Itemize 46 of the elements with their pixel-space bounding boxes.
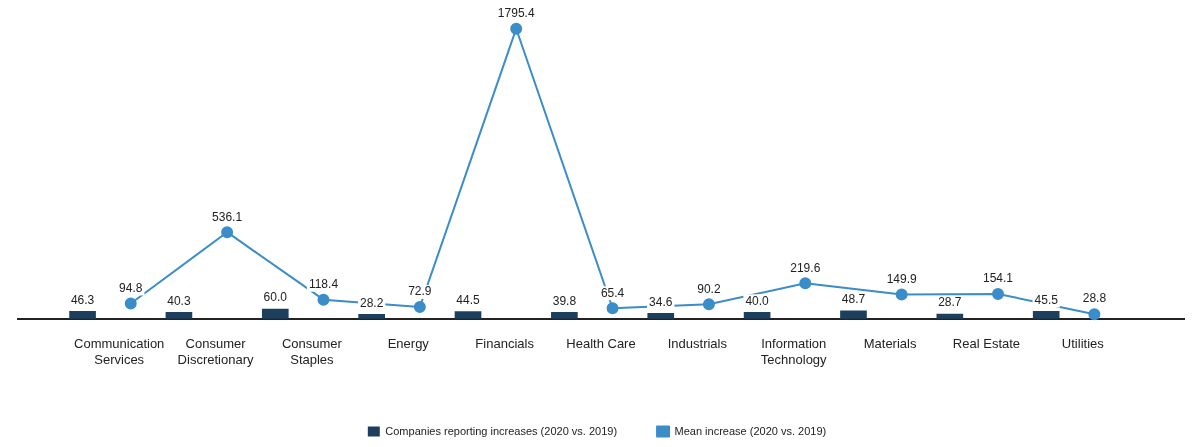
legend-label: Companies reporting increases (2020 vs. 2019) — [385, 424, 618, 437]
data-label: 154.1 — [983, 271, 1014, 286]
legend-label: Mean increase (2020 vs. 2019) — [674, 424, 827, 437]
data-label: 40.3 — [167, 293, 191, 308]
point — [413, 301, 426, 314]
data-label: 34.6 — [649, 294, 673, 309]
point — [1088, 308, 1101, 321]
data-label: 46.3 — [70, 292, 95, 307]
data-label: 219.6 — [790, 260, 821, 275]
data-label: 65.4 — [600, 285, 625, 300]
data-label: 60.0 — [263, 290, 288, 305]
x-tick-label: Materials — [863, 336, 917, 352]
x-tick-label: Information Technology — [760, 336, 828, 367]
data-label: 28.7 — [938, 295, 962, 310]
data-label: 28.8 — [1082, 291, 1107, 306]
data-label: 48.7 — [841, 292, 866, 307]
x-tick-label: Communication Services — [74, 336, 165, 367]
point — [992, 287, 1005, 300]
data-label: 118.4 — [308, 276, 339, 291]
point — [799, 277, 812, 290]
x-tick-label: Financials — [475, 336, 535, 352]
data-label: 94.8 — [119, 280, 143, 295]
point — [221, 226, 234, 239]
data-label: 44.5 — [456, 292, 481, 307]
x-tick-label: Utilities — [1061, 336, 1105, 352]
point — [895, 288, 908, 301]
data-label: 72.9 — [408, 284, 432, 299]
x-tick-label: Health Care — [566, 336, 636, 352]
point — [317, 293, 330, 306]
data-label: 40.0 — [745, 293, 770, 308]
x-tick-label: Consumer Staples — [281, 336, 343, 367]
data-label: 1795.4 — [497, 6, 535, 21]
data-label: 45.5 — [1034, 292, 1059, 307]
data-label: 536.1 — [212, 209, 243, 224]
point — [702, 298, 715, 311]
data-label: 90.2 — [697, 281, 721, 296]
x-tick-label: Consumer Discretionary — [177, 336, 254, 367]
x-tick-label: Energy — [387, 336, 430, 352]
data-label: 28.2 — [359, 295, 384, 310]
point — [606, 302, 619, 315]
x-tick-label: Industrials — [667, 336, 728, 352]
x-tick-label: Real Estate — [952, 336, 1021, 352]
point — [510, 22, 523, 35]
data-label: 149.9 — [886, 271, 917, 286]
data-label: 39.8 — [552, 293, 577, 308]
point — [124, 297, 137, 310]
